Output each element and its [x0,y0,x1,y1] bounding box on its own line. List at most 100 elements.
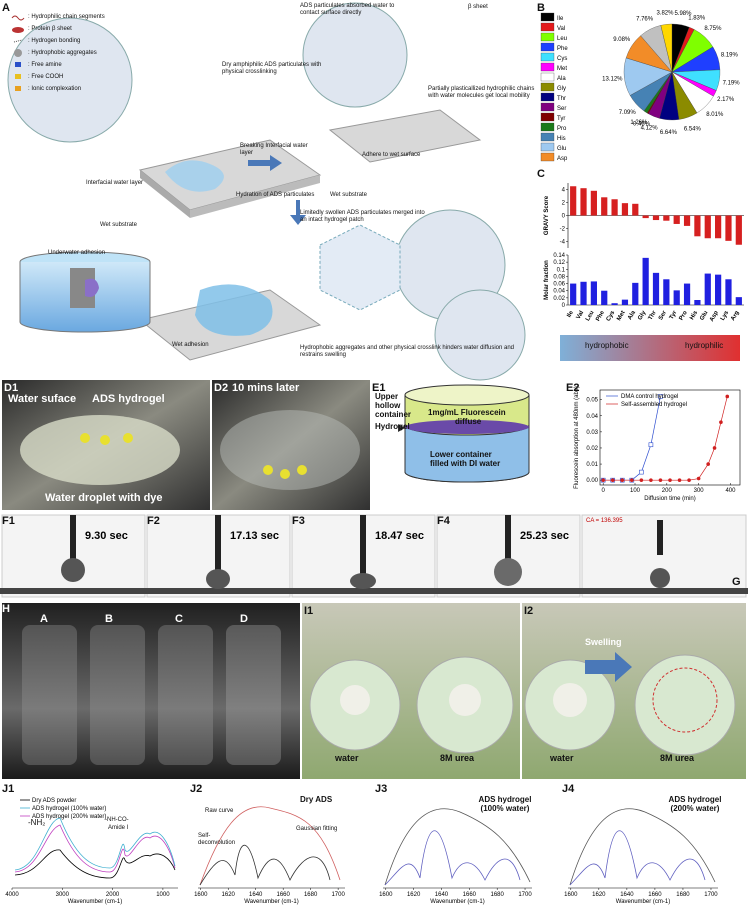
panel-label: J4 [562,783,575,795]
time-label: 9.30 sec [85,530,128,542]
y-tick-label: 0.06 [553,282,565,288]
marker [601,478,605,482]
y-tick-label: 2 [562,201,566,207]
spectrum [14,817,176,871]
photo-label: ADS hydrogel [92,393,165,405]
legend-label: Glu [557,146,566,152]
x-tick-label: 3000 [56,892,70,898]
legend-label: Asp [557,156,568,162]
x-tick-label: 2000 [106,892,120,898]
legend-label: Val [557,26,565,32]
x-tick-label: 400 [725,488,736,494]
raw-curve [569,808,716,886]
x-tick-label: 300 [694,488,705,494]
water-layer [165,160,224,192]
plot-frame [599,389,741,486]
vial-label: C [175,613,183,625]
legend-label: DMA control hydrogel [621,394,678,400]
arrow [585,652,632,682]
sample-label: water [335,753,359,763]
schematic-label: Adhere to wet surface [362,152,421,158]
legend-icon [11,15,25,21]
bar [632,203,639,216]
droplet [650,568,670,588]
bar [570,186,577,216]
arrow [398,424,405,432]
legend-label: Leu [557,36,567,42]
legend-swatch [540,62,555,72]
y-tick-label: 0.01 [586,462,598,468]
legend-swatch [540,142,555,152]
pie-label: 6.54% [684,126,702,132]
swollen-outline [652,667,718,733]
x-tick-label: 1640 [249,892,263,898]
schematic-label: Dry amphiphilic ADS particulates with ph… [222,62,322,75]
y-tick-label: 0.1 [557,267,566,273]
panel-label: I1 [304,605,314,617]
substrate-side [140,170,190,218]
legend-swatch [540,132,555,142]
pie-label: 3.82% [656,10,674,16]
legend-label: Ala [557,76,566,82]
x-tick-label: Ala [627,309,637,321]
legend-swatch [540,32,555,42]
legend-label: Ser [557,106,566,112]
legend-icon [12,27,24,33]
pie-label: 1.26% [630,120,648,126]
dye-droplet [263,465,273,475]
arrow-label: hydrophilic [685,341,724,350]
vial [158,625,213,765]
y-tick-label: 4 [562,188,566,194]
legend-swatch [540,22,555,32]
axis-label: GRAVY Score [544,195,550,235]
y-tick-label: 0.14 [553,253,565,259]
time-label: 18.47 sec [375,530,424,542]
pie-label: 0.46% [633,122,651,128]
peak-label: Amide I [108,825,129,831]
y-tick-label: 0.12 [553,260,565,266]
substrate [328,109,482,163]
x-tick-label: 100 [630,488,641,494]
needle [505,515,511,560]
x-tick-label: 1620 [592,892,606,898]
deconvolution [199,844,331,886]
substrate-side [190,175,320,218]
bar [652,272,660,305]
arrow [248,155,282,171]
marker [706,462,710,466]
marker [639,469,644,475]
legend-label: His [557,136,566,142]
marker [719,420,723,425]
axis-label: Wavenumber (cm-1) [616,899,670,905]
bar [580,188,587,216]
x-tick-label: Glu [699,310,709,322]
needle [360,515,366,575]
y-tick-label: 0.03 [586,430,598,436]
schematic-label: Wet adhesion [172,342,209,348]
legend-label: : Hydrophilic chain segments [28,14,105,20]
needle [215,515,221,570]
bar [590,190,597,216]
schematic-label: Wet substrate [330,192,367,198]
pie-label: 9.08% [613,37,631,43]
x-tick-label: Leu [585,310,596,323]
y-tick-label: 0 [562,214,566,220]
axis-label: Molar fraction [544,260,550,300]
contact-angle: CA = 136.395 [586,518,623,524]
y-tick-label: -4 [560,240,566,246]
y-tick-label: 0.08 [553,274,565,280]
droplet [206,569,230,589]
photo-label: Water suface [8,393,77,405]
bar [735,297,742,305]
x-tick-label: 1700 [518,892,532,898]
peak-label: -NH-CO- [105,817,129,823]
schematic-label: Limitedly swollen ADS particulates merge… [300,210,425,223]
particle-zoom [434,289,526,381]
panel-label: C [537,168,545,180]
schematic-label: Partially plasticallized hydrophilic cha… [428,86,535,99]
x-tick-label: Thr [648,309,658,321]
panel-label: H [2,603,10,615]
bar [673,215,680,224]
legend-label: Gly [557,86,566,92]
pie-label: 7.76% [636,17,654,23]
